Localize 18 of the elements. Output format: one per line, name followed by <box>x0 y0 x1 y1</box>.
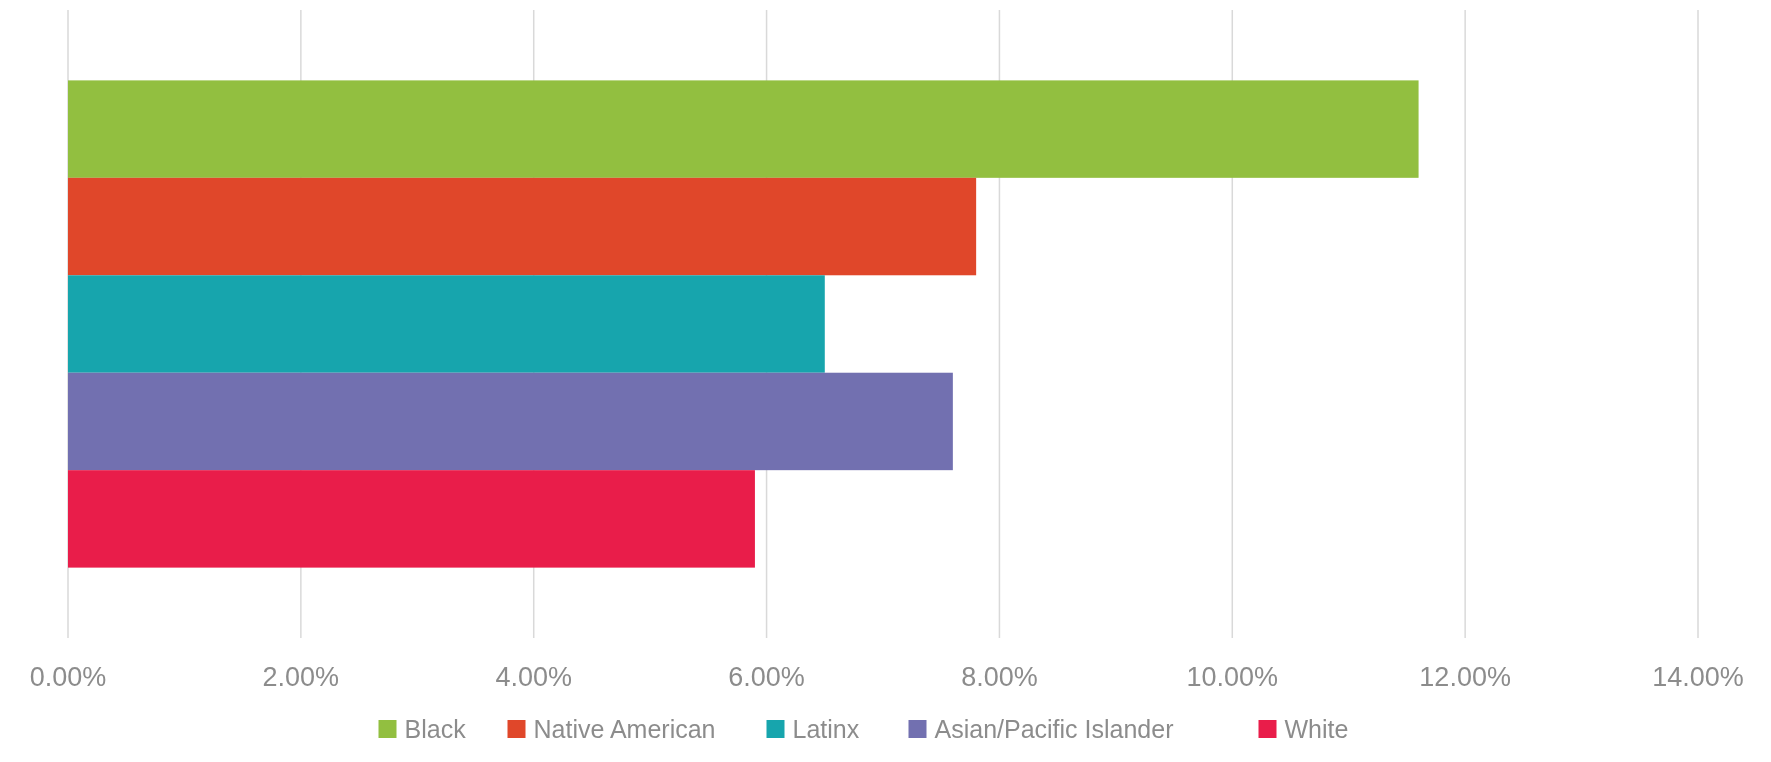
legend-label: Latinx <box>792 715 860 743</box>
x-tick-label: 14.00% <box>1652 662 1744 692</box>
x-tick-label: 4.00% <box>495 662 572 692</box>
legend-label: Native American <box>533 715 716 743</box>
legend-label: Black <box>404 715 467 743</box>
bar <box>68 275 825 373</box>
legend-label: Asian/Pacific Islander <box>934 715 1174 743</box>
bar <box>68 177 977 276</box>
x-tick-label: 10.00% <box>1186 662 1279 692</box>
bar <box>68 372 953 471</box>
x-tick-label: 0.00% <box>29 662 107 692</box>
bar <box>68 80 1419 178</box>
bar <box>68 470 755 568</box>
x-tick-label: 8.00% <box>961 662 1038 692</box>
legend-label: White <box>1284 715 1349 743</box>
x-tick-label: 2.00% <box>262 662 340 692</box>
x-tick-label: 12.00% <box>1419 662 1511 692</box>
x-tick-label: 6.00% <box>728 662 805 692</box>
